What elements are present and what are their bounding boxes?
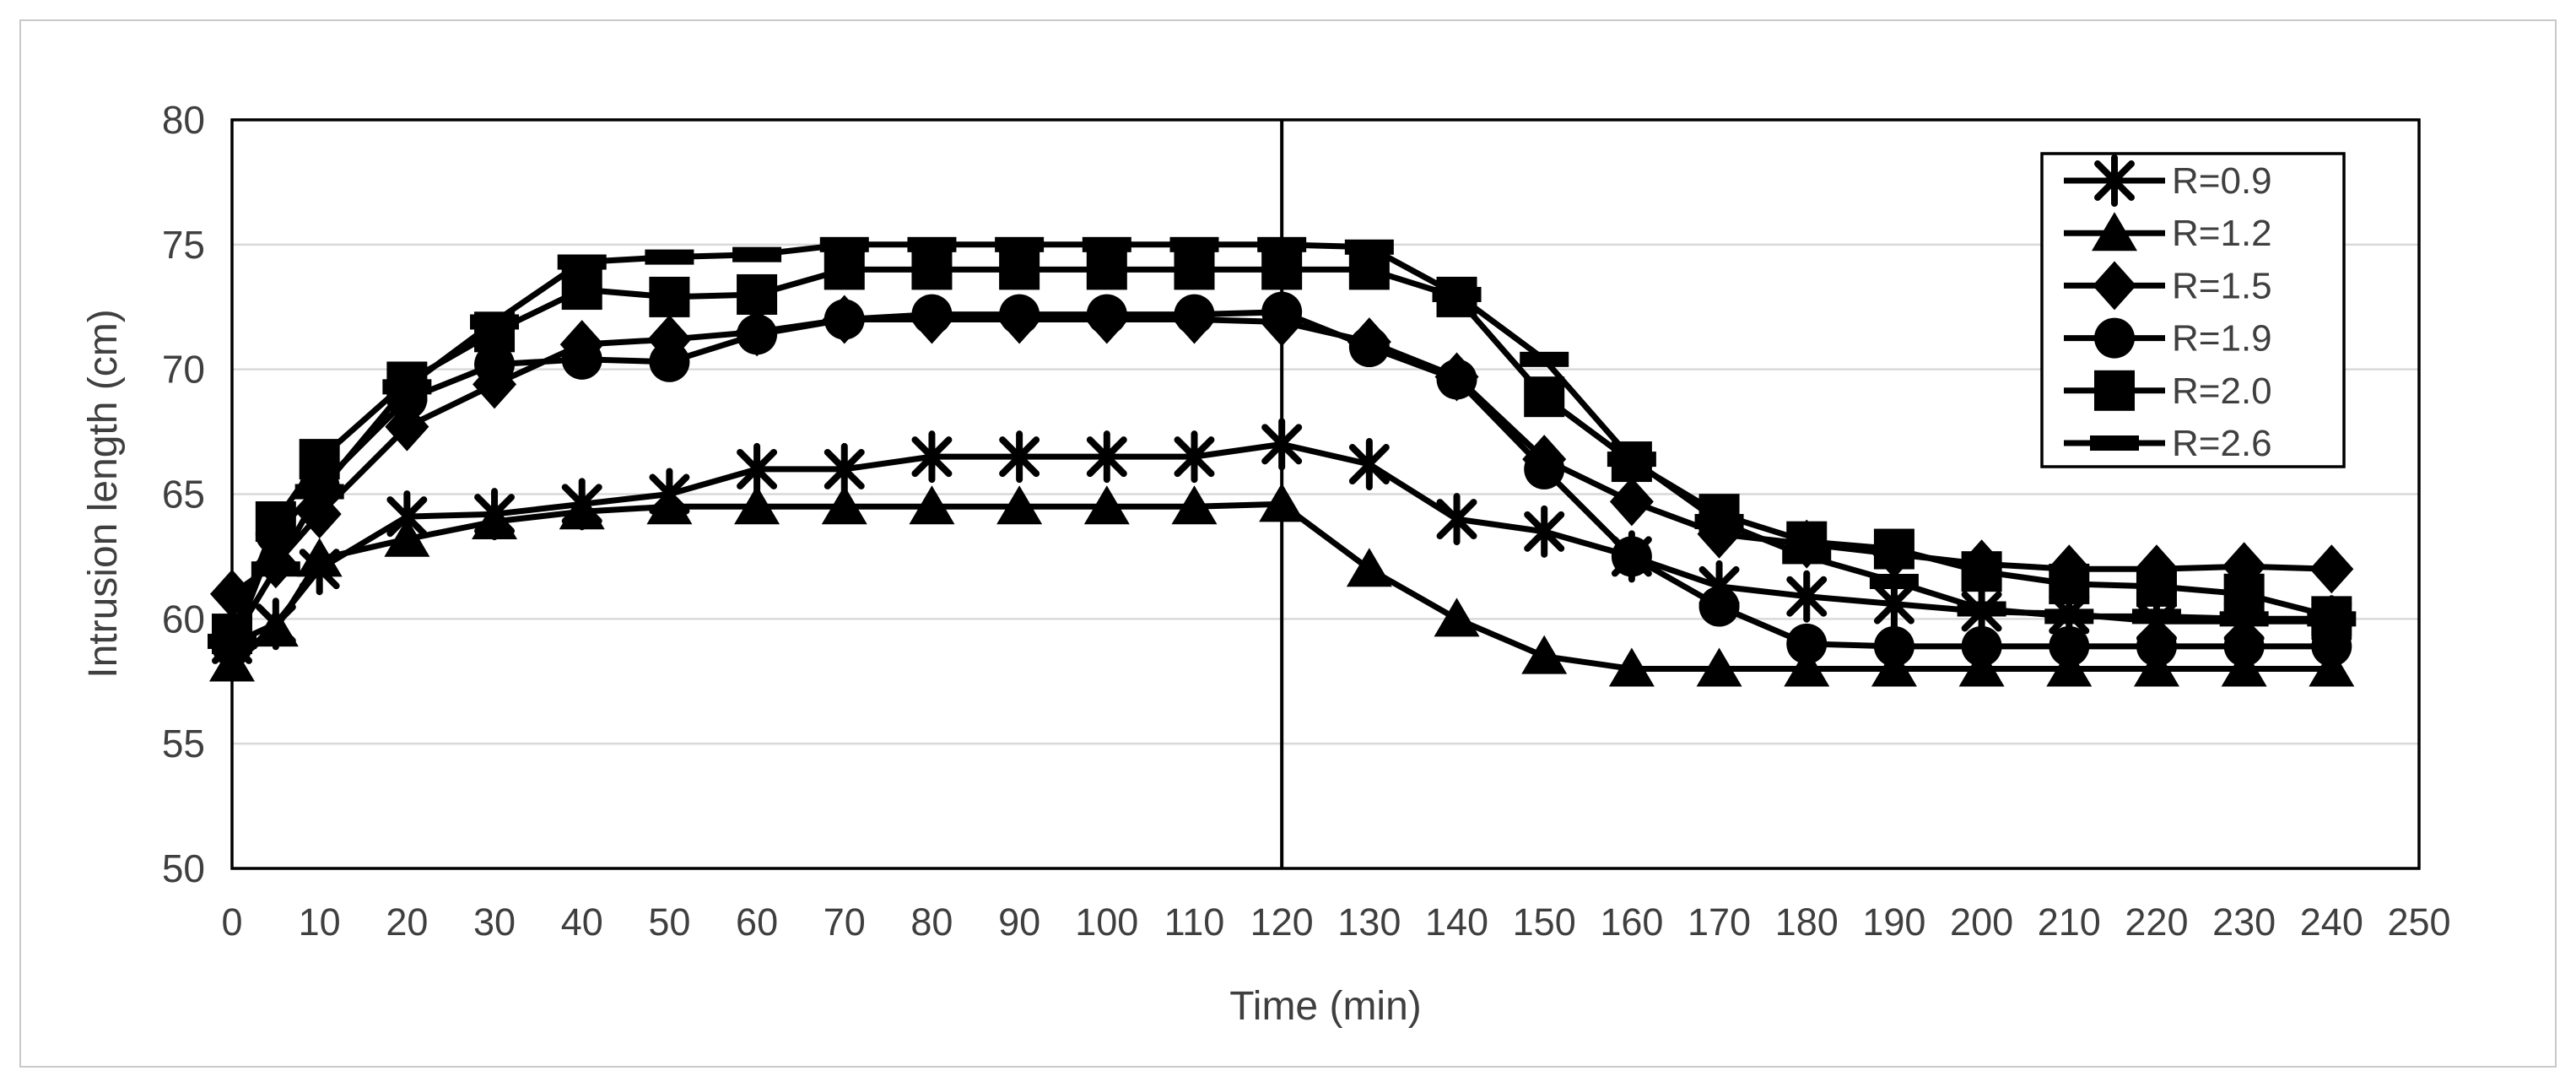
y-axis-title: Intrusion length (cm) — [81, 309, 126, 679]
y-tick-label-60: 60 — [162, 597, 205, 641]
legend-marker-diamond-icon — [2093, 261, 2136, 311]
x-tick-label-150: 150 — [1513, 900, 1576, 944]
x-tick-label-90: 90 — [998, 900, 1040, 944]
legend-entry-r-1-2: R=1.2 — [2064, 212, 2272, 254]
x-tick-label-120: 120 — [1250, 900, 1314, 944]
legend-entry-r-0-9: R=0.9 — [2064, 154, 2272, 207]
legend: R=0.9 R=1.2 R=1.5 R=1.9 R=2.0 R=2.6 — [2040, 152, 2346, 468]
figure-border — [19, 19, 2557, 1068]
y-tick-label-50: 50 — [162, 846, 205, 890]
x-tick-label-20: 20 — [386, 900, 428, 944]
x-tick-label-130: 130 — [1337, 900, 1401, 944]
x-tick-label-230: 230 — [2212, 900, 2276, 944]
legend-box — [2040, 152, 2346, 468]
x-tick-label-170: 170 — [1688, 900, 1751, 944]
x-tick-label-220: 220 — [2125, 900, 2188, 944]
x-tick-label-40: 40 — [561, 900, 603, 944]
y-tick-label-75: 75 — [162, 223, 205, 267]
legend-marker-triangle-icon — [2092, 212, 2137, 251]
legend-entry-r-1-9: R=1.9 — [2064, 317, 2272, 360]
series-r-2-0 — [212, 249, 2352, 655]
legend-entry-r-1-5: R=1.5 — [2064, 261, 2272, 311]
x-tick-label-70: 70 — [824, 900, 866, 944]
legend-entry-r-2-0: R=2.0 — [2064, 370, 2272, 412]
x-tick-label-110: 110 — [1164, 900, 1225, 944]
series-line-r-1-2 — [229, 500, 2335, 672]
legend-marker-circle-icon — [2094, 317, 2135, 359]
y-tick-label-65: 65 — [162, 473, 205, 516]
x-tick-label-160: 160 — [1600, 900, 1663, 944]
x-axis-tick-labels: 0 10 20 30 40 50 60 70 80 90 100 110 120 130 140 150 160… — [221, 900, 2450, 944]
x-tick-label-50: 50 — [648, 900, 690, 944]
x-tick-label-180: 180 — [1775, 900, 1839, 944]
y-tick-label-80: 80 — [162, 98, 205, 142]
x-tick-label-100: 100 — [1075, 900, 1138, 944]
legend-label: R=1.5 — [2172, 265, 2272, 306]
legend-marker-square-icon — [2094, 370, 2135, 411]
legend-label: R=1.9 — [2172, 318, 2272, 360]
plot-border — [230, 118, 2421, 870]
legend-label: R=0.9 — [2172, 160, 2272, 202]
x-tick-label-0: 0 — [221, 900, 242, 944]
legend-label: R=2.0 — [2172, 370, 2272, 412]
x-axis-title: Time (min) — [1229, 984, 1422, 1029]
chart-static-layer: 0 10 20 30 40 50 60 70 80 90 100 110 120 130 140 150 160… — [19, 19, 2557, 1068]
x-tick-label-80: 80 — [910, 900, 953, 944]
x-tick-label-10: 10 — [299, 900, 341, 944]
y-axis-tick-labels: 50 55 60 65 70 75 80 — [162, 98, 205, 890]
x-tick-label-190: 190 — [1862, 900, 1925, 944]
x-tick-label-210: 210 — [2038, 900, 2101, 944]
x-tick-label-240: 240 — [2300, 900, 2363, 944]
legend-entry-r-2-6: R=2.6 — [2064, 423, 2272, 464]
series-r-2-6 — [208, 236, 2357, 649]
x-tick-label-200: 200 — [1950, 900, 2013, 944]
x-tick-label-30: 30 — [473, 900, 516, 944]
legend-label: R=1.2 — [2172, 213, 2272, 254]
series-markers-r-2-0 — [212, 249, 2352, 655]
legend-marker-dash-icon — [2090, 435, 2139, 451]
y-tick-label-55: 55 — [162, 722, 205, 765]
y-tick-label-70: 70 — [162, 348, 205, 392]
x-tick-label-140: 140 — [1425, 900, 1488, 944]
legend-label: R=2.6 — [2172, 423, 2272, 464]
legend-marker-asterisk-icon — [2094, 154, 2135, 207]
x-tick-label-250: 250 — [2387, 900, 2450, 944]
series-markers-r-2-6 — [208, 236, 2357, 649]
x-tick-label-60: 60 — [736, 900, 778, 944]
